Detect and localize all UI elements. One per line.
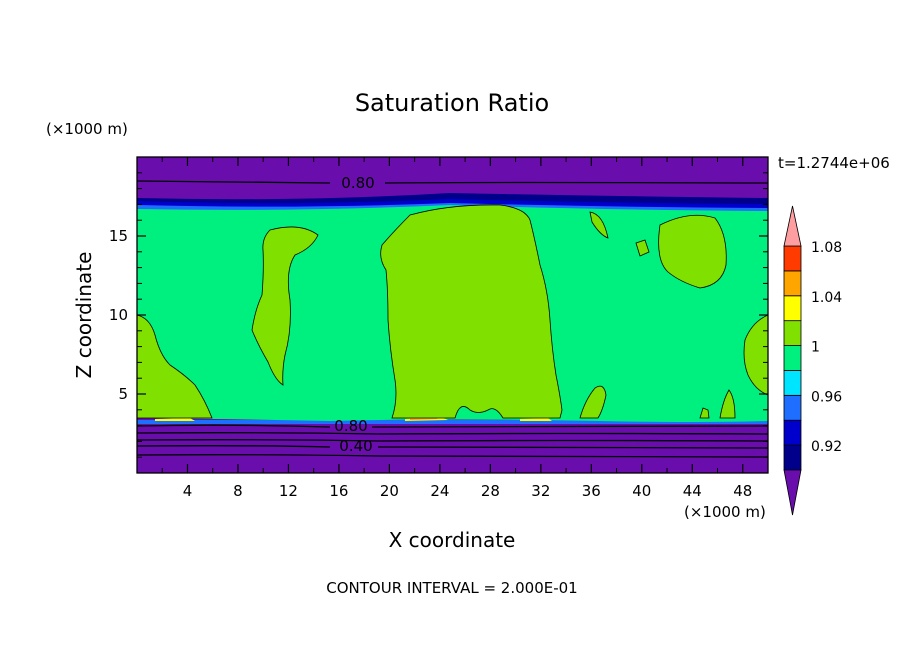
y-tick-label: 5 (118, 385, 128, 403)
cloud-east-blob (658, 214, 727, 289)
cloud-right-edge (743, 314, 768, 396)
colorbar-tick-label: 1.04 (811, 290, 842, 306)
cloud-small-blob (635, 239, 650, 257)
colorbar-swatch (783, 270, 802, 297)
y-tick-label: 10 (109, 306, 128, 324)
x-axis-label: X coordinate (389, 528, 516, 552)
contour-lines (137, 180, 768, 458)
cloud-left-edge (137, 314, 213, 419)
lower-band-purple (137, 424, 768, 473)
cloud-small-tower-1 (579, 385, 607, 419)
contour-label: 0.80 (341, 174, 374, 192)
chart-title: Saturation Ratio (355, 89, 549, 117)
x-tick-label: 40 (632, 482, 651, 500)
colorbar: 0.92 0.96 1 1.04 1.08 (783, 205, 842, 516)
contour-lower-1 (137, 424, 768, 428)
colorbar-swatch (783, 444, 802, 471)
contour-lower-3 (137, 439, 768, 442)
contour-lower-5 (137, 454, 768, 458)
colorbar-tick-label: 0.92 (811, 439, 842, 455)
x-axis: 4 8 12 16 20 24 28 32 36 40 44 48 (161, 157, 752, 500)
colorbar-swatch (783, 320, 802, 346)
x-tick-label: 24 (430, 482, 449, 500)
x-tick-label: 16 (329, 482, 348, 500)
contour-label: 0.40 (339, 437, 372, 455)
contour-040 (137, 445, 768, 449)
contour-lower-2 (137, 432, 768, 435)
colorbar-tick-label: 1.08 (811, 240, 842, 256)
x-tick-label: 36 (582, 482, 601, 500)
colorbar-high-arrow (783, 205, 802, 247)
heatmap-field: 0.80 0.80 0.40 (137, 157, 768, 473)
x-tick-label: 12 (279, 482, 298, 500)
surface-yellow-2 (520, 418, 552, 421)
colorbar-swatch (783, 394, 802, 421)
y-axis-label: Z coordinate (72, 252, 96, 379)
y-tick-label: 15 (109, 227, 128, 245)
cloud-upper-blip (589, 211, 609, 239)
surface-yellow-3 (155, 418, 195, 421)
cloud-small-tower-2 (719, 389, 736, 419)
colorbar-tick-label: 1 (811, 340, 820, 356)
cloud-patches (137, 204, 768, 419)
colorbar-swatch (783, 245, 802, 272)
time-label: t=1.2744e+06 (778, 154, 890, 172)
colorbar-swatch (783, 370, 802, 396)
colorbar-swatch (783, 345, 802, 371)
x-tick-label: 48 (733, 482, 752, 500)
x-tick-label: 28 (481, 482, 500, 500)
x-unit-label: (×1000 m) (684, 503, 766, 521)
contour-label: 0.80 (334, 417, 367, 435)
y-unit-label: (×1000 m) (46, 120, 128, 138)
colorbar-low-arrow (783, 469, 802, 516)
colorbar-tick-label: 0.96 (811, 389, 842, 405)
x-tick-label: 20 (380, 482, 399, 500)
x-tick-label: 44 (683, 482, 702, 500)
cloud-west-plume (251, 226, 319, 386)
contour-080-upper (137, 180, 768, 184)
cloud-small-tower-3 (699, 407, 710, 419)
contour-interval-footer: CONTOUR INTERVAL = 2.000E-01 (326, 579, 577, 597)
y-axis: 5 10 15 (109, 172, 768, 458)
x-tick-label: 32 (531, 482, 550, 500)
x-tick-label: 4 (183, 482, 193, 500)
colorbar-swatch (783, 419, 802, 446)
x-tick-label: 8 (233, 482, 243, 500)
colorbar-swatch (783, 295, 802, 322)
cloud-central-tower (380, 204, 563, 419)
